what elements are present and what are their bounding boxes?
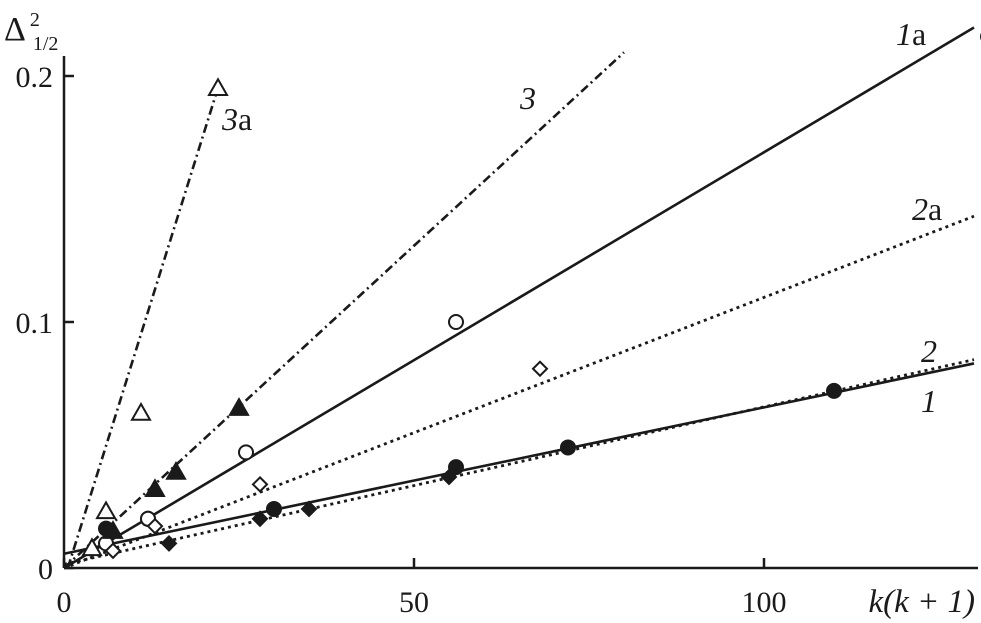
fit-lines xyxy=(63,26,975,570)
series-label-1: 1 xyxy=(921,383,937,419)
series-label-number: 3 xyxy=(221,101,238,137)
y-axis-title: Δ 2 1/2 xyxy=(4,9,58,55)
point-series-2a xyxy=(251,475,269,493)
point-series-1 xyxy=(448,459,464,476)
series-label-suffix: a xyxy=(928,191,942,227)
y-tick-label: 0.1 xyxy=(16,307,54,340)
series-label-suffix: a xyxy=(238,101,252,137)
point-series-2 xyxy=(251,510,269,528)
point-series-1 xyxy=(266,500,282,517)
point-series-3 xyxy=(144,478,166,498)
point-series-1a xyxy=(238,444,254,461)
x-axis-title: k(k + 1) xyxy=(868,584,975,620)
point-series-2 xyxy=(160,534,178,552)
y-tick-label: 0.2 xyxy=(16,61,54,94)
y-axis-title-subscript: 1/2 xyxy=(33,33,59,55)
series-label-2: 2 xyxy=(921,333,937,369)
point-series-3 xyxy=(165,461,187,480)
series-label-number: 1 xyxy=(921,383,937,419)
series-label-number: 3 xyxy=(519,80,536,116)
point-series-1a xyxy=(448,314,464,330)
x-tick-label: 50 xyxy=(399,586,429,619)
x-tick-label: 100 xyxy=(742,586,787,619)
fit-line-series-3a xyxy=(66,87,220,569)
fit-line-series-2 xyxy=(63,358,975,566)
axes xyxy=(62,56,978,570)
point-series-3 xyxy=(102,520,124,539)
point-series-2a xyxy=(531,360,549,378)
series-label-number: 2 xyxy=(921,333,937,369)
point-series-2a xyxy=(104,542,122,560)
fit-line-series-3 xyxy=(63,51,625,569)
fit-line-series-2a xyxy=(63,214,975,570)
ticks: 0 50 100 0 0.1 0.2 xyxy=(16,61,787,619)
point-series-3a xyxy=(81,537,103,557)
y-tick-label: 0 xyxy=(38,553,53,586)
series-label-1a: 1a xyxy=(896,16,926,52)
point-series-2a xyxy=(146,517,164,535)
series-label-number: 1 xyxy=(896,16,912,52)
data-points xyxy=(81,32,981,560)
point-series-1 xyxy=(826,382,842,399)
point-series-3 xyxy=(228,397,250,416)
point-series-3a xyxy=(207,77,229,97)
point-series-2 xyxy=(300,500,318,518)
point-series-3a xyxy=(130,402,152,421)
series-label-3: 3 xyxy=(519,80,536,116)
series-label-suffix: a xyxy=(912,16,926,52)
point-series-3a xyxy=(95,500,117,520)
y-axis-title-superscript: 2 xyxy=(30,9,40,31)
point-series-2 xyxy=(440,468,458,486)
fit-line-series-1 xyxy=(63,362,975,556)
series-label-number: 2 xyxy=(912,191,928,227)
x-tick-label: 0 xyxy=(57,586,72,619)
point-series-1 xyxy=(560,439,576,456)
y-axis-title-main: Δ xyxy=(4,11,26,48)
fit-line-series-1a xyxy=(63,26,975,570)
series-label-2a: 2a xyxy=(912,191,942,227)
series-label-3a: 3a xyxy=(221,101,252,137)
